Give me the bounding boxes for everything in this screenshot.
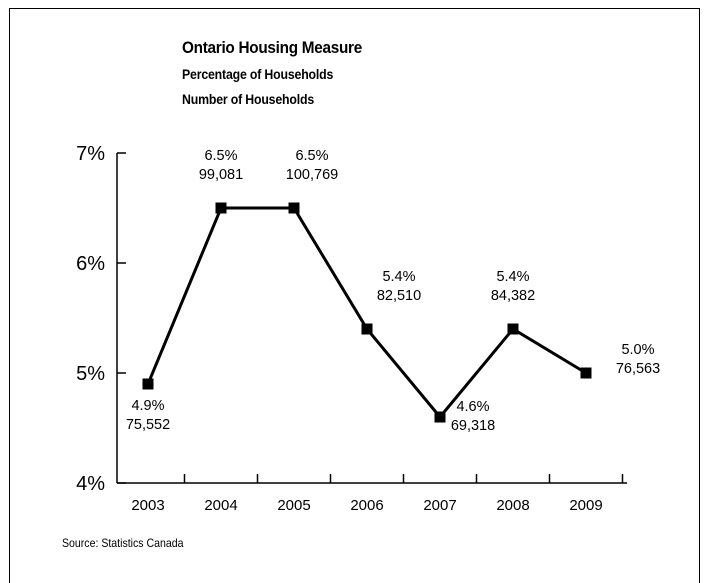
data-label-percent: 5.4%: [496, 269, 529, 285]
chart-title: Ontario Housing Measure: [182, 38, 362, 57]
data-label-households: 75,552: [126, 417, 170, 433]
x-tick-label: 2007: [423, 497, 456, 514]
data-label-percent: 5.4%: [382, 269, 415, 285]
data-label-percent: 6.5%: [204, 148, 237, 164]
data-point: [288, 202, 300, 214]
series-line: [146, 206, 587, 420]
chart-subtitle-count: Number of Households: [182, 91, 315, 107]
data-label-households: 84,382: [491, 288, 535, 304]
data-label-households: 99,081: [199, 167, 243, 183]
y-tick-label: 5%: [76, 363, 105, 385]
data-point: [361, 323, 373, 335]
source-note: Source: Statistics Canada: [62, 536, 184, 550]
data-point: [507, 323, 519, 335]
data-point: [580, 367, 592, 379]
x-tick-label: 2004: [204, 497, 237, 514]
y-tick-label: 4%: [76, 473, 105, 495]
data-point: [142, 378, 154, 390]
chart-subtitle-percentage: Percentage of Households: [182, 66, 334, 82]
data-label-percent: 5.0%: [621, 342, 654, 358]
data-label-households: 82,510: [377, 288, 421, 304]
data-label-households: 100,769: [286, 167, 338, 183]
y-tick-label: 7%: [76, 143, 105, 165]
data-label-households: 76,563: [616, 361, 660, 377]
chart-titles: Ontario Housing Measure Percentage of Ho…: [182, 38, 382, 107]
data-label-percent: 6.5%: [295, 148, 328, 164]
data-point: [434, 411, 446, 423]
data-label-percent: 4.6%: [456, 399, 489, 415]
x-tick-label: 2006: [350, 497, 383, 514]
x-tick-label: 2003: [131, 497, 164, 514]
data-label-percent: 4.9%: [131, 398, 164, 414]
x-tick-label: 2009: [569, 497, 602, 514]
data-point: [215, 202, 227, 214]
chart-frame: [9, 8, 700, 583]
data-label-households: 69,318: [451, 418, 495, 434]
x-tick-label: 2005: [277, 497, 310, 514]
y-tick-label: 6%: [76, 253, 105, 275]
x-tick-label: 2008: [496, 497, 529, 514]
